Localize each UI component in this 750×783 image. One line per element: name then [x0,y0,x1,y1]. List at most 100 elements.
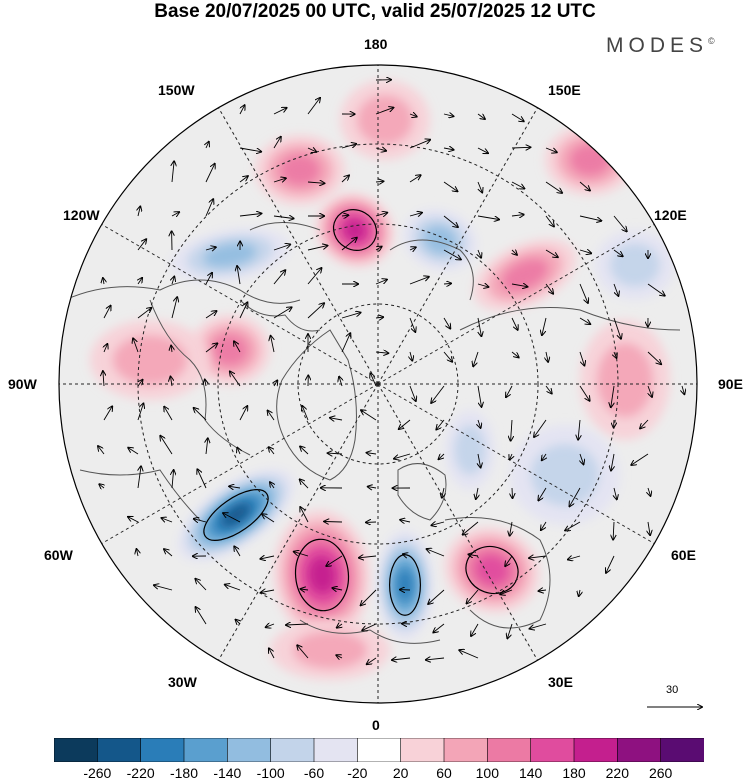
wind-vector [300,479,309,489]
alaska-coastline [249,222,321,231]
coastlines [64,222,681,644]
wind-vector [138,380,143,387]
anomaly-cell-beaufort-low-level [423,226,457,254]
colorbar-tick-label: 60 [436,765,452,781]
anomaly-cell-greenland-high-circulation [294,538,350,612]
wind-vector [205,273,212,285]
wind-vector [648,487,651,496]
wind-vector [269,648,275,659]
wind-vector [205,343,217,353]
anomaly-cell-bering-high [255,135,345,205]
wind-vector [443,148,454,150]
wind-vector [339,377,342,387]
wind-vector [307,148,316,152]
wind-vector [375,352,388,353]
wind-vector [545,147,557,152]
wind-vector [324,522,343,523]
wind-vector [300,447,309,455]
wind-vector [439,454,445,459]
wind-vector [260,556,275,559]
wind-vector [399,419,411,429]
wind-vector [613,283,618,296]
wind-vector [375,247,382,250]
anomaly-cell-kamchatka-high-level [570,144,610,176]
wind-vector [443,215,458,227]
colorbar-bin [400,738,445,762]
meridian-line [218,107,379,385]
colorbar-bin [660,738,704,762]
anomaly-cell-kamchatka-high [545,125,635,195]
colorbar-bin [487,738,532,762]
wind-vector [171,212,179,216]
wind-vector [341,238,357,251]
wind-vector [409,317,415,332]
wind-vector [426,658,445,660]
wind-vector [409,385,416,401]
wind-vector [647,351,661,364]
wind-vector [98,446,105,455]
wind-vector [234,546,241,557]
wind-vector [473,351,479,366]
wind-vector [225,585,241,591]
wind-vector [579,589,580,596]
colorbar-bin [227,738,272,762]
wind-vector [362,623,377,630]
wind-vector [427,549,445,557]
east-siberia-coastline [389,239,474,301]
lon-label-150w: 150W [158,82,195,98]
wind-vector [375,213,387,216]
wind-vector [273,137,281,149]
colorbar-tick-label: -20 [347,765,368,781]
wind-vector [273,270,285,285]
meridian-line [101,224,379,385]
wind-vector [511,181,524,189]
wind-vector [370,373,377,387]
wind-vector [631,453,649,465]
wind-vector [409,247,416,250]
wind-vector [104,344,107,353]
wind-vector [542,453,546,460]
wind-vector [579,351,584,366]
wind-vector [205,380,206,387]
colorbar-tick-label: -140 [213,765,242,781]
north-america-coastline [64,279,301,304]
anomaly-cell-central-asia-low [510,425,620,525]
wind-vector [194,519,207,522]
wind-vector [133,338,139,353]
wind-vector [443,249,461,260]
lon-label-150e: 150E [548,82,581,98]
wind-vector [172,277,174,285]
wind-vector [269,447,275,455]
lon-label-30e: 30E [548,674,573,690]
lon-label-60w: 60W [44,547,73,563]
arctic-islands-coastline [239,299,321,332]
wind-vector [428,589,445,604]
wind-vectors [98,80,684,665]
wind-vector [268,411,275,421]
wind-vector [361,589,377,605]
wind-vector [436,419,445,430]
anomaly-cell-atlantic-high-level [293,631,367,669]
wind-vector [237,266,240,285]
colorbar-bin [617,738,662,762]
wind-vector [511,113,524,121]
colorbar-tick-label: 20 [392,765,409,781]
labrador-coastline [79,469,201,521]
wind-vector [172,470,174,489]
colorbar-tick-label: 140 [518,765,543,781]
wind-vector [375,280,387,285]
wind-vector [273,307,292,319]
colorbar-tick-label: -60 [303,765,325,781]
wind-vector [196,607,207,625]
colorbar-tick-label: -260 [83,765,112,781]
wind-vector [368,487,377,488]
wind-vector [375,181,383,182]
wind-vector [99,484,104,488]
copyright-mark: © [708,36,715,46]
wind-vector [433,623,445,632]
anomaly-cell-north-atlantic-low [177,468,295,562]
wind-vector [266,624,275,627]
colorbar-tick-label: 100 [475,765,500,781]
wind-vector [565,521,581,531]
